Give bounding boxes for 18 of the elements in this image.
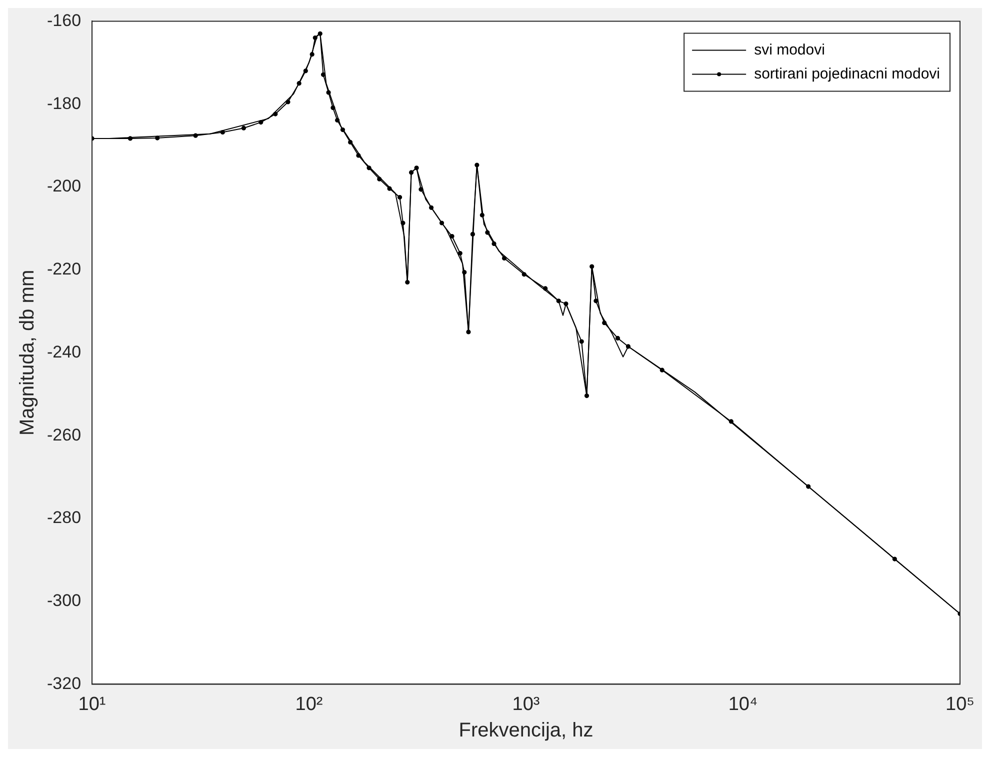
x-tick-label: 10³ <box>512 694 540 715</box>
y-tick-label: -260 <box>46 425 82 444</box>
y-tick-label: -320 <box>46 674 82 693</box>
x-axis-title: Frekvencija, hz <box>458 720 594 742</box>
x-tick-label: 10¹ <box>78 694 106 715</box>
x-tick-label: 10² <box>295 694 323 715</box>
y-tick-label: -240 <box>46 342 82 362</box>
legend-label: svi modovi <box>754 41 825 58</box>
y-axis-title: Magnituda, db mm <box>16 270 39 436</box>
y-tick-label: -280 <box>46 508 82 528</box>
y-tick-label: -160 <box>46 10 82 30</box>
y-tick-label: -180 <box>46 94 82 113</box>
y-tick-label: -200 <box>46 176 82 196</box>
x-tick-label: 10⁴ <box>728 694 758 715</box>
legend-label: sortirani pojedinacni modovi <box>754 65 940 82</box>
x-tick-label: 10⁵ <box>945 694 975 715</box>
y-tick-label: -300 <box>46 591 82 610</box>
y-tick-label: -220 <box>46 260 82 279</box>
